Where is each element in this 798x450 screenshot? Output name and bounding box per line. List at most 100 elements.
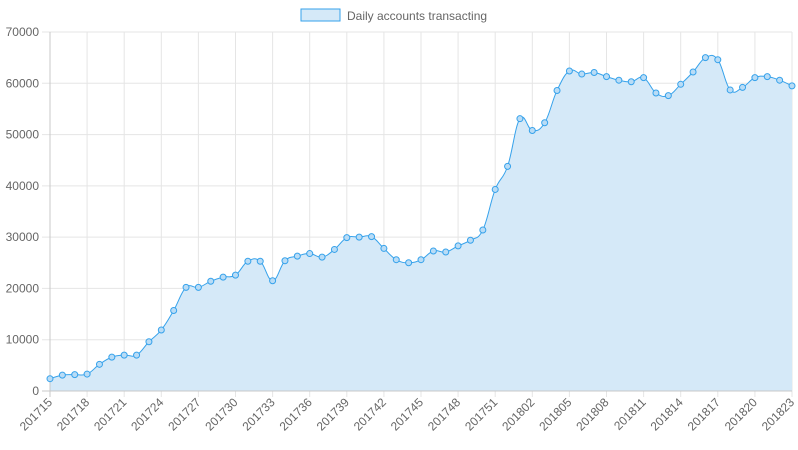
- data-point[interactable]: [281, 257, 289, 265]
- data-point[interactable]: [739, 83, 747, 91]
- data-point[interactable]: [133, 351, 141, 359]
- data-point[interactable]: [677, 80, 685, 88]
- data-point[interactable]: [479, 226, 487, 234]
- x-tick-label: 201811: [611, 395, 649, 433]
- x-tick-label: 201805: [536, 395, 574, 433]
- data-point[interactable]: [405, 259, 413, 267]
- data-point[interactable]: [95, 360, 103, 368]
- data-point[interactable]: [108, 353, 116, 361]
- data-point[interactable]: [207, 277, 215, 285]
- data-point[interactable]: [640, 74, 648, 82]
- data-point[interactable]: [392, 256, 400, 264]
- data-point[interactable]: [145, 338, 153, 346]
- data-point[interactable]: [528, 126, 536, 134]
- data-points: [46, 54, 796, 383]
- legend[interactable]: Daily accounts transacting: [300, 8, 487, 23]
- data-point[interactable]: [627, 78, 635, 86]
- series-area-fill: [50, 55, 792, 391]
- legend-label-daily-accounts: Daily accounts transacting: [347, 9, 487, 23]
- data-point[interactable]: [429, 247, 437, 255]
- y-tick-label: 30000: [6, 230, 40, 244]
- data-point[interactable]: [516, 115, 524, 123]
- x-tick-label: 201724: [128, 395, 166, 433]
- x-tick-label: 201727: [165, 395, 203, 433]
- x-tick-label: 201739: [314, 395, 352, 433]
- x-tick-label: 201715: [17, 395, 55, 433]
- data-point[interactable]: [776, 76, 784, 84]
- x-tick-label: 201814: [648, 395, 686, 433]
- x-tick-label: 201745: [388, 395, 426, 433]
- data-point[interactable]: [664, 92, 672, 100]
- data-point[interactable]: [590, 69, 598, 77]
- data-point[interactable]: [491, 185, 499, 193]
- x-tick-label: 201730: [202, 395, 240, 433]
- data-point[interactable]: [71, 371, 79, 379]
- data-point[interactable]: [157, 326, 165, 334]
- data-point[interactable]: [788, 82, 796, 90]
- data-point[interactable]: [726, 86, 734, 94]
- x-tick-label: 201733: [240, 395, 278, 433]
- data-point[interactable]: [689, 68, 697, 76]
- data-point[interactable]: [83, 370, 91, 378]
- x-tick-label: 201736: [277, 395, 315, 433]
- data-point[interactable]: [58, 371, 66, 379]
- y-tick-label: 0: [32, 384, 39, 398]
- data-point[interactable]: [652, 89, 660, 97]
- data-point[interactable]: [330, 245, 338, 253]
- data-point[interactable]: [244, 257, 252, 265]
- data-point[interactable]: [355, 233, 363, 241]
- data-point[interactable]: [182, 283, 190, 291]
- x-tick-label: 201823: [759, 395, 797, 433]
- data-point[interactable]: [343, 234, 351, 242]
- data-point[interactable]: [293, 252, 301, 260]
- x-tick-label: 201808: [573, 395, 611, 433]
- data-point[interactable]: [318, 253, 326, 261]
- x-tick-label: 201751: [462, 395, 500, 433]
- data-point[interactable]: [417, 256, 425, 264]
- data-point[interactable]: [603, 73, 610, 81]
- x-tick-label: 201718: [54, 395, 92, 433]
- data-point[interactable]: [701, 54, 709, 62]
- legend-swatch: [300, 8, 341, 22]
- x-tick-label: 201721: [91, 395, 129, 433]
- x-tick-label: 201820: [722, 395, 760, 433]
- x-tick-label: 201817: [685, 395, 723, 433]
- y-tick-label: 40000: [6, 179, 40, 193]
- y-tick-label: 60000: [6, 76, 40, 90]
- data-point[interactable]: [269, 277, 277, 285]
- y-tick-label: 70000: [6, 25, 40, 39]
- x-tick-label: 201802: [499, 395, 537, 433]
- data-point[interactable]: [565, 67, 573, 75]
- data-point[interactable]: [541, 119, 549, 127]
- y-axis-ticks: 0 10000 20000 30000 40000 50000 60000 70000: [6, 25, 40, 398]
- data-point[interactable]: [306, 250, 314, 258]
- data-point[interactable]: [466, 236, 474, 244]
- data-point[interactable]: [256, 257, 264, 265]
- data-point[interactable]: [751, 74, 759, 82]
- y-tick-label: 10000: [6, 333, 40, 347]
- data-point[interactable]: [553, 86, 561, 94]
- data-point[interactable]: [194, 283, 202, 291]
- data-point[interactable]: [380, 244, 388, 252]
- data-point[interactable]: [46, 375, 54, 383]
- data-point[interactable]: [763, 73, 771, 81]
- data-point[interactable]: [219, 273, 227, 281]
- data-point[interactable]: [120, 351, 128, 359]
- x-axis-ticks: 2017152017182017212017242017272017302017…: [17, 395, 797, 433]
- data-point[interactable]: [368, 233, 376, 241]
- x-tick-label: 201748: [425, 395, 463, 433]
- data-point[interactable]: [442, 248, 450, 256]
- data-point[interactable]: [578, 70, 586, 78]
- y-tick-label: 20000: [6, 281, 40, 295]
- data-point[interactable]: [714, 56, 722, 64]
- data-point[interactable]: [504, 162, 512, 170]
- axes: [42, 32, 792, 397]
- data-point[interactable]: [170, 306, 178, 314]
- data-point[interactable]: [615, 76, 623, 84]
- data-point[interactable]: [232, 271, 239, 279]
- x-tick-label: 201742: [351, 395, 389, 433]
- y-tick-label: 50000: [6, 128, 40, 142]
- data-point[interactable]: [454, 242, 462, 250]
